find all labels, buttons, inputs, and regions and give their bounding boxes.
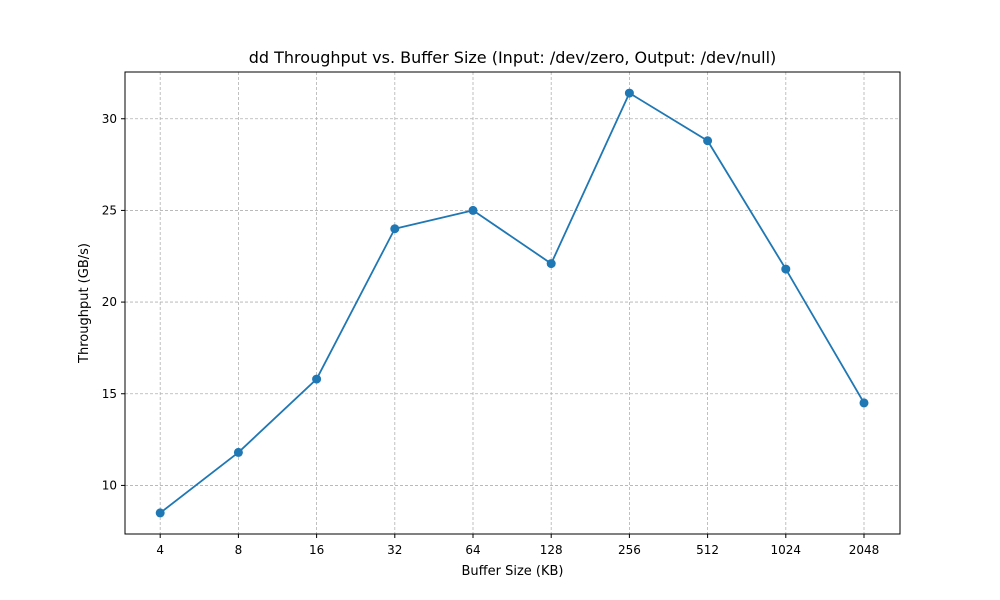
chart-title: dd Throughput vs. Buffer Size (Input: /d… — [249, 48, 777, 67]
y-tick-label: 10 — [102, 478, 117, 492]
data-point — [390, 224, 400, 234]
data-point — [312, 374, 322, 384]
x-axis-label: Buffer Size (KB) — [462, 564, 564, 579]
data-series — [155, 88, 869, 518]
data-point — [703, 136, 713, 146]
data-point — [624, 88, 634, 98]
axes: 4 8 16 32 64 128 256 512 1024 2048 10 15 20 25 30 — [102, 112, 880, 557]
plot-area — [125, 72, 900, 534]
data-point — [468, 205, 478, 215]
x-tick-label: 32 — [387, 543, 402, 557]
x-tick-label: 64 — [465, 543, 480, 557]
x-tick-label: 16 — [309, 543, 324, 557]
y-tick-label: 15 — [102, 387, 117, 401]
data-point — [859, 398, 869, 408]
grid-lines — [125, 72, 900, 534]
x-tick-label: 512 — [696, 543, 719, 557]
x-tick-label: 8 — [235, 543, 243, 557]
y-tick-label: 30 — [102, 112, 117, 126]
y-axis-label: Throughput (GB/s) — [77, 243, 92, 364]
series-line — [159, 92, 865, 514]
data-point — [546, 259, 556, 269]
data-point — [233, 447, 243, 457]
x-tick-label: 1024 — [771, 543, 802, 557]
y-tick-label: 25 — [102, 203, 117, 217]
y-tick-label: 20 — [102, 295, 117, 309]
x-tick-label: 128 — [540, 543, 563, 557]
plot-frame — [124, 71, 901, 535]
x-tick-label: 4 — [156, 543, 164, 557]
data-point — [155, 508, 165, 518]
x-tick-label: 2048 — [849, 543, 880, 557]
data-point — [781, 264, 791, 274]
x-tick-label: 256 — [618, 543, 641, 557]
